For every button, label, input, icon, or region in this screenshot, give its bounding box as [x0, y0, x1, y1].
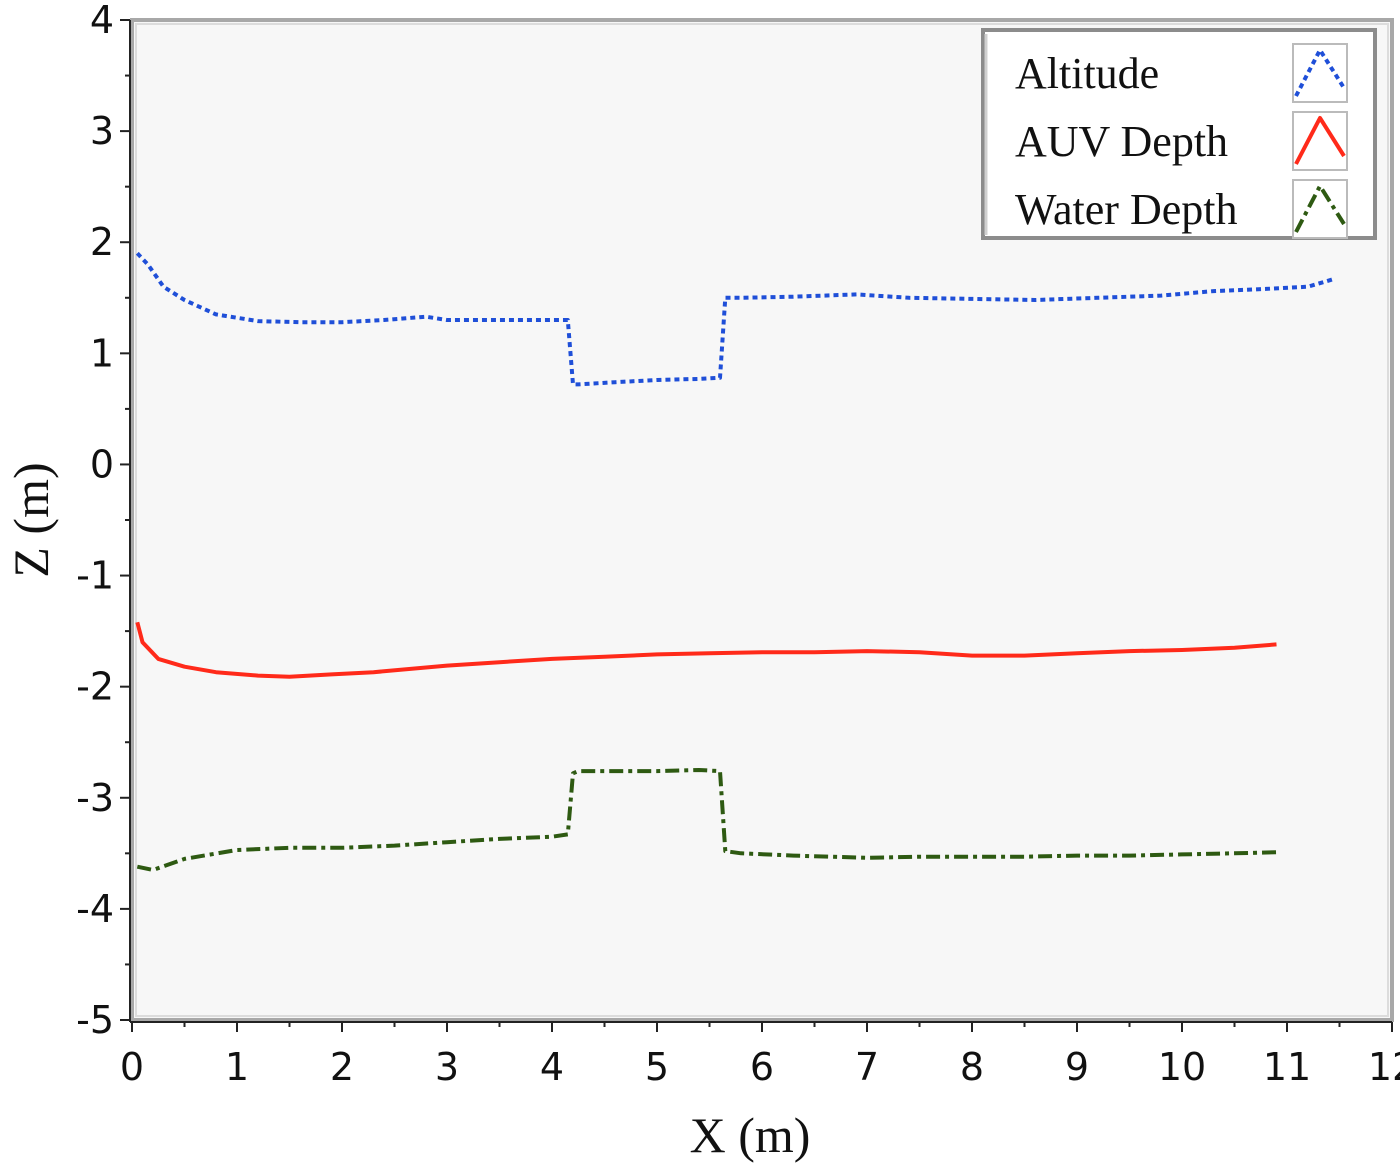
x-tick-label: 7 — [855, 1045, 879, 1089]
y-tick-label: -2 — [76, 665, 114, 709]
y-tick-label: 4 — [90, 0, 114, 42]
legend-label-auv-depth: AUV Depth — [1015, 117, 1228, 166]
y-tick-label: -1 — [76, 554, 114, 598]
y-tick-label: -3 — [76, 776, 114, 820]
series-line-water-depth — [136, 768, 1277, 872]
legend-label-water-depth: Water Depth — [1015, 185, 1237, 234]
y-tick-label: 0 — [90, 442, 114, 486]
legend-label-altitude: Altitude — [1015, 49, 1159, 98]
plot-area-inner-border — [135, 23, 1389, 1017]
x-tick-label: 3 — [435, 1045, 459, 1089]
x-tick-label: 12 — [1368, 1045, 1400, 1089]
legend-swatch-altitude — [1294, 48, 1346, 97]
y-tick-label: 2 — [90, 220, 114, 264]
x-tick-label: 1 — [225, 1045, 249, 1089]
x-tick-label: 10 — [1158, 1045, 1206, 1089]
y-axis-title: Z (m) — [3, 462, 59, 577]
legend-swatch-auv-depth — [1294, 116, 1346, 165]
x-tick-label: 9 — [1065, 1045, 1089, 1089]
x-tick-label: 4 — [540, 1045, 564, 1089]
y-tick-label: 3 — [90, 109, 114, 153]
series-line-altitude — [135, 251, 1335, 387]
y-tick-label: -4 — [76, 887, 114, 931]
series-line-auv-depth — [135, 621, 1277, 679]
x-tick-label: 2 — [330, 1045, 354, 1089]
x-tick-label: 11 — [1263, 1045, 1311, 1089]
x-tick-label: 0 — [120, 1045, 144, 1089]
y-tick-label: -5 — [76, 998, 114, 1042]
x-tick-label: 8 — [960, 1045, 984, 1089]
x-tick-label: 5 — [645, 1045, 669, 1089]
x-axis-title: X (m) — [690, 1107, 811, 1163]
y-tick-label: 1 — [90, 331, 114, 375]
x-tick-label: 6 — [750, 1045, 774, 1089]
